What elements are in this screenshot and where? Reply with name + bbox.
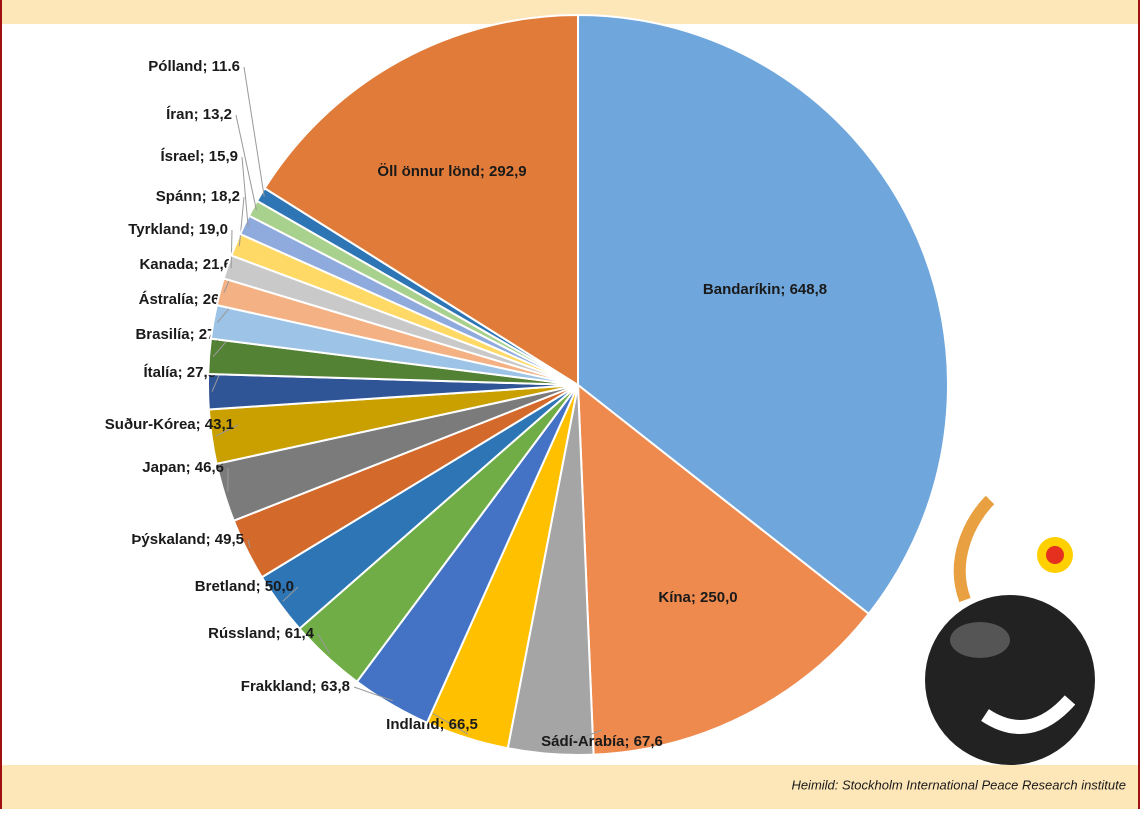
- data-label: Bandaríkin; 648,8: [703, 281, 827, 298]
- data-label: Þýskaland; 49,5: [131, 531, 244, 548]
- data-label: Öll önnur lönd; 292,9: [377, 163, 526, 180]
- data-label: Tyrkland; 19,0: [128, 221, 228, 238]
- data-label: Kanada; 21,6: [139, 256, 232, 273]
- source: Heimild: Stockholm International Peace R…: [791, 777, 1126, 792]
- data-label: Íran; 13,2: [166, 106, 232, 123]
- data-label: Pólland; 11.6: [148, 58, 240, 75]
- data-label: Kína; 250,0: [658, 589, 737, 606]
- data-label: Ítalía; 27,8: [143, 364, 216, 381]
- data-label: Ísrael; 15,9: [160, 148, 238, 165]
- data-label: Japan; 46,6: [142, 459, 224, 476]
- data-label: Bretland; 50,0: [195, 578, 294, 595]
- data-label: Spánn; 18,2: [156, 188, 240, 205]
- chart: Heimild: Stockholm International Peace R…: [0, 0, 1140, 809]
- data-label: Sádí-Arabía; 67,6: [541, 733, 663, 750]
- data-label: Indland; 66,5: [386, 716, 478, 733]
- data-label: Suður-Kórea; 43,1: [105, 416, 234, 433]
- data-label: Frakkland; 63,8: [241, 678, 350, 695]
